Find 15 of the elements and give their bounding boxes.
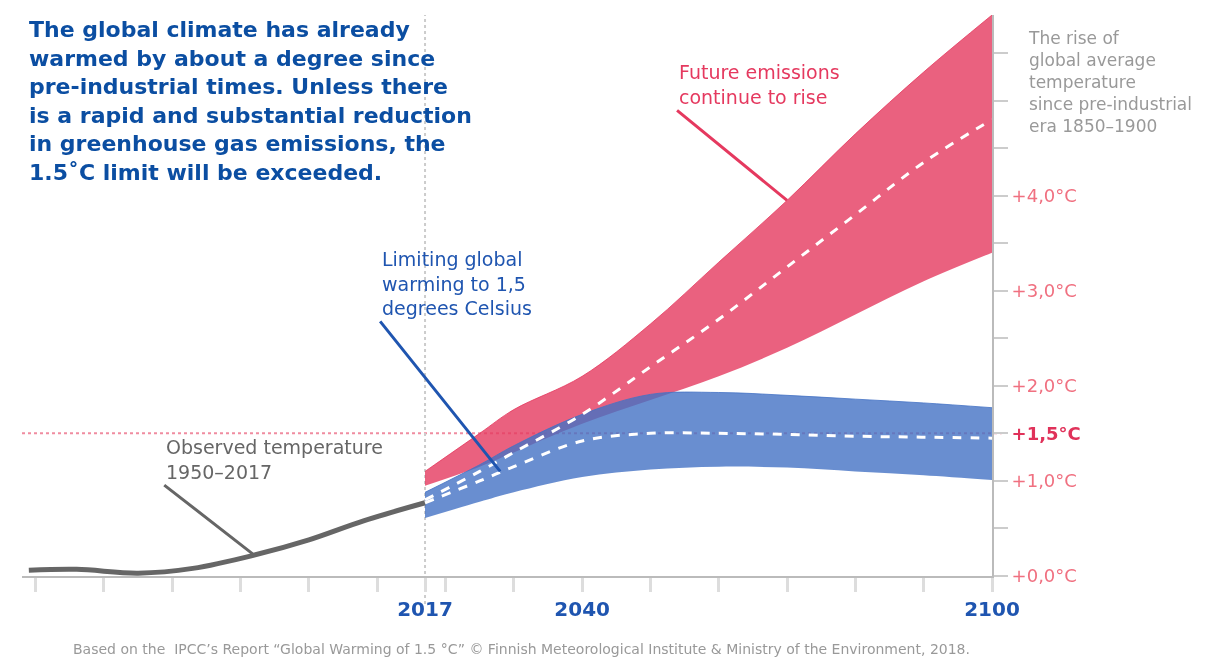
text: The global climate has already warmed by about a degree since pre-industrial times. Unless there is a rapid and substantial reduction in greenhouse gas emissions, the 1.5˚C limit will be exceeded.: [29, 17, 472, 185]
y-tick-label: +1,5°C: [1011, 422, 1081, 444]
x-tick-label: 2100: [964, 597, 1020, 621]
y-tick-label: +3,0°C: [1011, 280, 1077, 302]
y-tick-label: +4,0°C: [1011, 184, 1077, 206]
y-tick-label: +2,0°C: [1011, 375, 1077, 397]
annotation: Future emissions continue to rise: [679, 61, 840, 108]
annotation: Limiting global warming to 1,5 degrees Celsius: [382, 248, 532, 320]
y-tick-label: +1,0°C: [1011, 470, 1077, 492]
y-tick-label: +0,0°C: [1011, 565, 1077, 587]
x-tick-label: 2017: [397, 597, 453, 621]
annotation: Observed temperature 1950–2017: [166, 436, 383, 483]
text: Based on the IPCC’s Report “Global Warming of 1.5 °C” © Finnish Meteorological Institute & Ministry of the Environment, 2018.: [73, 641, 970, 657]
x-tick-label: 2040: [554, 597, 610, 621]
y-axis-title: The rise of global average temperature since pre-industrial era 1850–1900: [1028, 28, 1193, 137]
